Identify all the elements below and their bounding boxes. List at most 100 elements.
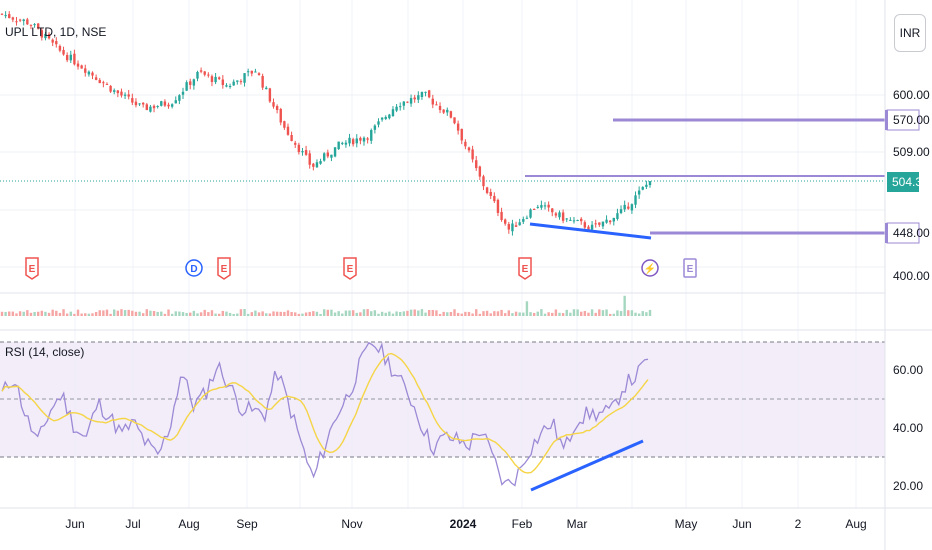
volume-bar (163, 313, 167, 316)
event-marker-earnings[interactable]: E (518, 257, 532, 280)
candle-body (265, 87, 268, 90)
candle-body (435, 104, 438, 106)
price-tag-448[interactable]: 448.00 (885, 222, 930, 244)
time-tick: Jun (65, 517, 84, 531)
event-marker-future[interactable]: E (683, 258, 697, 278)
volume-bar (47, 312, 51, 316)
volume-bar (239, 309, 243, 316)
volume-bar (413, 309, 416, 316)
event-marker-dividend[interactable]: D (185, 259, 203, 277)
volume-bar (297, 313, 301, 316)
price-tag-current[interactable]: 504.30 (887, 172, 929, 192)
volume-bar (294, 312, 297, 316)
candle-body (246, 71, 250, 73)
candle-body (623, 204, 626, 210)
candle-body (576, 220, 579, 222)
volume-bar (551, 312, 554, 316)
price-trendline[interactable] (529, 222, 652, 240)
candle-body (15, 21, 18, 23)
volume-bar (601, 310, 605, 316)
candle-body (449, 111, 453, 118)
candle-body (608, 220, 612, 223)
volume-bar (308, 311, 311, 316)
candle-body (149, 106, 152, 112)
candle-body (507, 224, 511, 230)
volume-bar (272, 311, 275, 316)
volume-bar (84, 313, 87, 316)
candle-body (268, 88, 272, 102)
candle-body (40, 30, 44, 38)
candle-body (529, 209, 532, 218)
candle-body (464, 141, 467, 147)
candle-body (127, 94, 130, 97)
candle-body (427, 90, 431, 98)
candle-body (221, 79, 225, 86)
candle-body (485, 187, 489, 193)
candle-body (239, 81, 243, 83)
volume-bar (420, 309, 424, 316)
candle-body (373, 125, 377, 130)
volume-bar (149, 310, 152, 316)
volume-bar (467, 311, 471, 316)
volume-bar (178, 311, 181, 316)
volume-bar (18, 311, 22, 316)
event-marker-earnings[interactable]: E (25, 257, 39, 280)
volume-bar (26, 310, 29, 316)
rsi-trendline[interactable] (530, 439, 644, 492)
candle-body (8, 14, 11, 19)
volume-bar (44, 311, 47, 316)
volume-bar (312, 311, 315, 316)
time-tick: 2 (795, 517, 802, 531)
volume-bar (4, 311, 7, 316)
svg-text:⚡: ⚡ (644, 262, 656, 275)
candle-body (366, 138, 369, 140)
candle-body (525, 217, 529, 219)
candle-body (76, 63, 80, 67)
volume-bar (456, 312, 460, 316)
candle-body (290, 135, 293, 142)
candle-body (236, 80, 239, 82)
candle-body (178, 95, 181, 101)
volume-bar (460, 313, 463, 316)
event-marker-earnings[interactable]: E (343, 257, 357, 280)
volume-bar (279, 311, 282, 316)
candle-body (337, 141, 340, 150)
candle-body (561, 212, 565, 221)
volume-bar (572, 309, 576, 316)
volume-bar (80, 313, 83, 316)
volume-bar (569, 312, 572, 316)
rsi-indicator-label[interactable]: RSI (14, close) (5, 345, 84, 359)
candle-body (312, 163, 315, 167)
volume-bar (370, 311, 373, 316)
volume-bar (156, 311, 159, 316)
volume-bar (641, 311, 644, 316)
volume-bar (391, 313, 395, 316)
currency-button[interactable]: INR (894, 14, 926, 52)
price-grid (0, 94, 885, 268)
time-tick: 2024 (450, 517, 477, 531)
candle-body (297, 144, 301, 153)
candle-body (330, 154, 333, 158)
candle-body (572, 220, 576, 222)
price-tag-570[interactable]: 570.00 (885, 109, 930, 131)
volume-bar (511, 313, 514, 316)
candle-body (218, 77, 221, 79)
symbol-label[interactable]: UPL LTD, 1D, NSE (5, 25, 106, 39)
volume-bar (265, 313, 268, 316)
candle-body (109, 85, 112, 92)
volume-bar (152, 311, 156, 316)
event-marker-earnings[interactable]: E (217, 257, 231, 280)
candle-body (250, 70, 253, 74)
candle-body (319, 161, 322, 164)
svg-text:E: E (347, 264, 354, 275)
volume-bar (207, 312, 210, 316)
volume-bar (203, 309, 206, 316)
volume-bar (442, 311, 445, 316)
volume-bar (0, 311, 4, 316)
candle-body (98, 79, 101, 84)
event-marker-split[interactable]: ⚡ (641, 259, 659, 277)
volume-bar (594, 312, 597, 316)
volume-bar (427, 310, 431, 316)
volume-bar (69, 311, 72, 316)
